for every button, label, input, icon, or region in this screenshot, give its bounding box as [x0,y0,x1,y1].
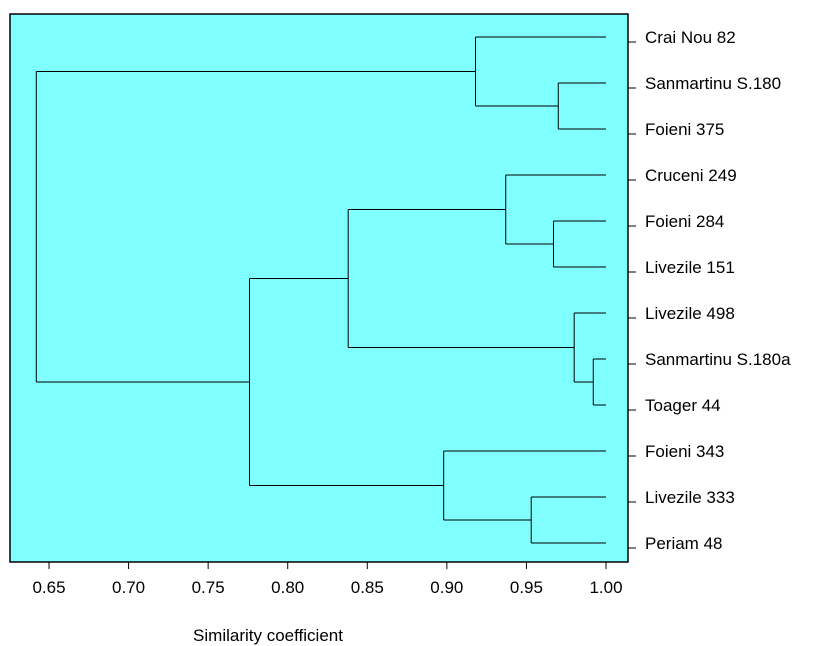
x-tick-label-1: 0.70 [112,578,145,597]
leaf-label-foieni-375: Foieni 375 [645,120,724,139]
x-tick-label-7: 1.00 [589,578,622,597]
plot-area [9,13,629,563]
leaf-label-crai-nou-82: Crai Nou 82 [645,28,736,47]
x-tick-label-5: 0.90 [430,578,463,597]
x-axis-ticks [48,562,607,569]
leaf-label-sanmartinu-s-180a: Sanmartinu S.180a [645,350,791,369]
leaf-label-livezile-498: Livezile 498 [645,304,735,323]
leaf-label-foieni-284: Foieni 284 [645,212,724,231]
x-tick-label-4: 0.85 [351,578,384,597]
leaf-label-toager-44: Toager 44 [645,396,721,415]
leaf-label-livezile-333: Livezile 333 [645,488,735,507]
leaf-label-foieni-343: Foieni 343 [645,442,724,461]
x-tick-label-3: 0.80 [271,578,304,597]
leaf-label-livezile-151: Livezile 151 [645,258,735,277]
x-tick-label-0: 0.65 [32,578,65,597]
x-axis-tick-labels: 0.65 0.70 0.75 0.80 0.85 0.90 0.95 1.00 [32,578,622,597]
x-axis-title: Similarity coefficient [193,626,343,645]
x-tick-label-2: 0.75 [192,578,225,597]
x-tick-label-6: 0.95 [510,578,543,597]
leaf-tick-marks [628,41,636,549]
leaf-labels: Crai Nou 82 Sanmartinu S.180 Foieni 375 Cru… [645,28,791,553]
dendrogram-links [35,36,606,544]
leaf-label-periam-48: Periam 48 [645,534,722,553]
leaf-label-cruceni-249: Cruceni 249 [645,166,737,185]
leaf-label-sanmartinu-s-180: Sanmartinu S.180 [645,74,781,93]
